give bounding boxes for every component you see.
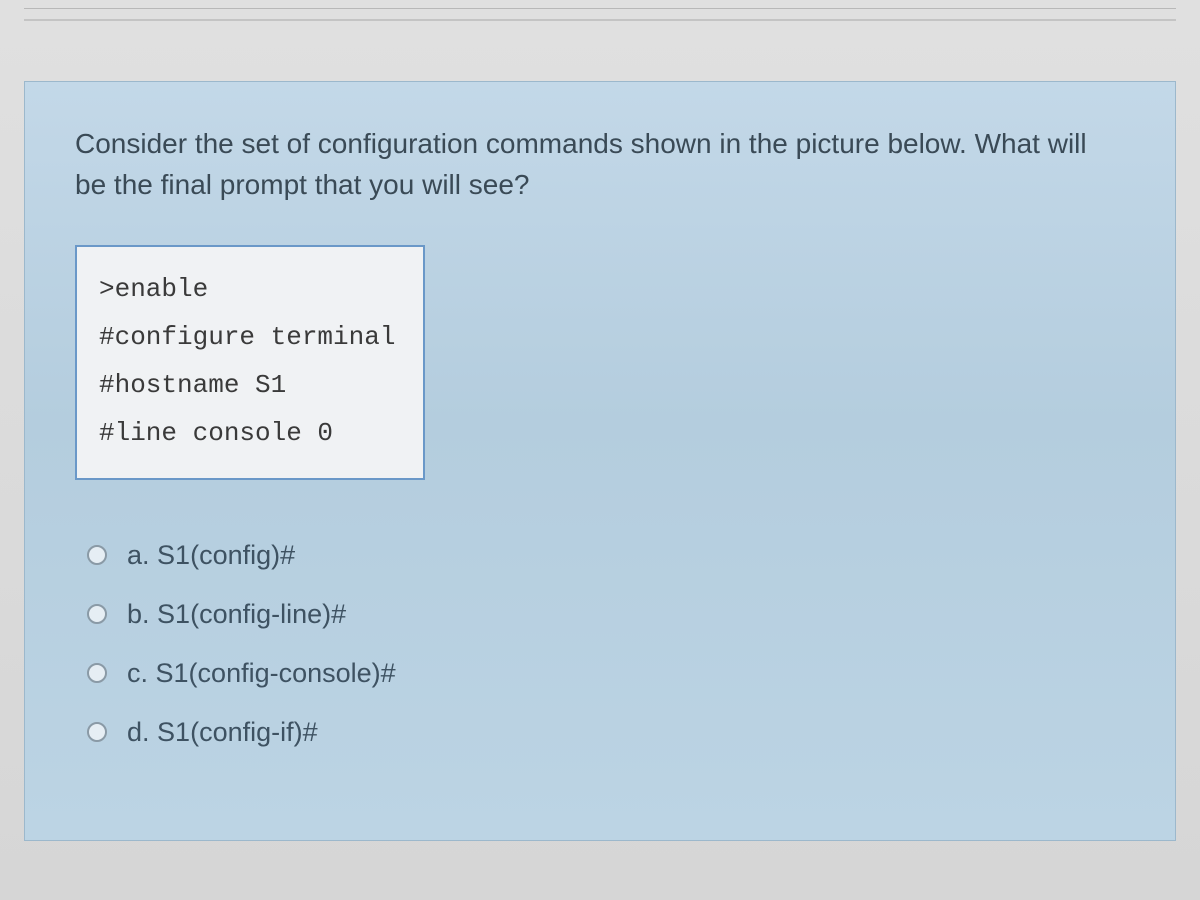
option-row-d[interactable]: d. S1(config-if)# [87,717,1125,748]
options-group: a. S1(config)# b. S1(config-line)# c. S1… [87,540,1125,748]
option-text: S1(config-console)# [156,658,396,688]
divider-top-1 [24,8,1176,9]
code-line-2: #configure terminal [99,313,395,361]
code-box: >enable #configure terminal #hostname S1… [75,245,425,479]
option-text: S1(config-line)# [157,599,346,629]
page-background: Consider the set of configuration comman… [0,0,1200,900]
divider-top-2 [24,19,1176,21]
question-prompt: Consider the set of configuration comman… [75,124,1125,205]
code-line-3: #hostname S1 [99,361,395,409]
option-radio-d[interactable] [87,722,107,742]
option-letter: c. [127,658,148,688]
option-label-b[interactable]: b. S1(config-line)# [127,599,346,630]
code-line-4: #line console 0 [99,409,395,457]
option-radio-a[interactable] [87,545,107,565]
option-letter: b. [127,599,150,629]
option-text: S1(config)# [157,540,295,570]
option-radio-b[interactable] [87,604,107,624]
option-label-d[interactable]: d. S1(config-if)# [127,717,318,748]
option-label-c[interactable]: c. S1(config-console)# [127,658,396,689]
code-line-1: >enable [99,265,395,313]
option-text: S1(config-if)# [157,717,318,747]
option-letter: a. [127,540,150,570]
question-card: Consider the set of configuration comman… [24,81,1176,841]
option-row-a[interactable]: a. S1(config)# [87,540,1125,571]
option-row-b[interactable]: b. S1(config-line)# [87,599,1125,630]
option-radio-c[interactable] [87,663,107,683]
option-row-c[interactable]: c. S1(config-console)# [87,658,1125,689]
option-letter: d. [127,717,150,747]
option-label-a[interactable]: a. S1(config)# [127,540,295,571]
